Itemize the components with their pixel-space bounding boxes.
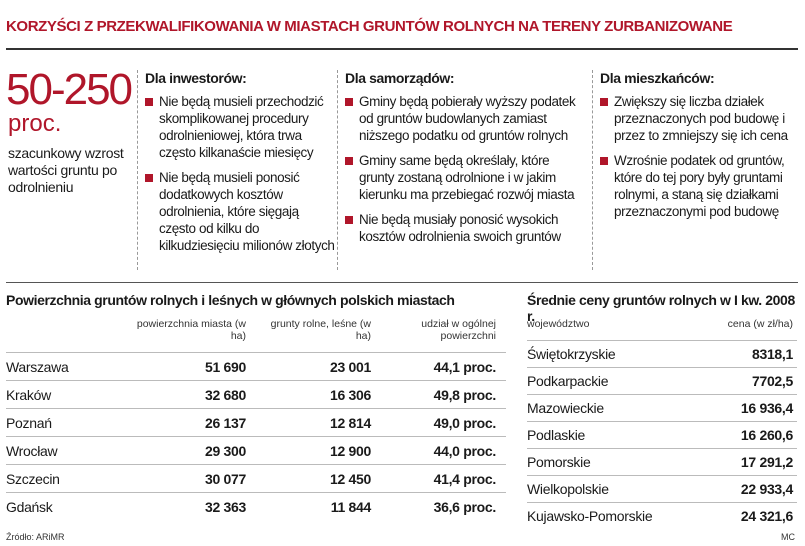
table-cell: 30 077 xyxy=(204,470,246,487)
header-cell: powierzchnia miasta (w ha) xyxy=(136,318,246,342)
bullet: Nie będą musieli przechodzić skomplikowa… xyxy=(145,93,335,161)
table-cell: 29 300 xyxy=(204,442,246,459)
header-cell: cena (w zł/ha) xyxy=(727,318,793,330)
column-separator xyxy=(337,70,338,270)
table-cell: 23 001 xyxy=(329,358,371,375)
table-cell: 8318,1 xyxy=(751,346,793,362)
table-row: Poznań 26 137 12 814 49,0 proc. xyxy=(6,408,506,436)
table-cell: Podkarpackie xyxy=(527,373,609,389)
title: KORZYŚCI Z PRZEKWALIFIKOWANIA W MIASTACH… xyxy=(6,18,733,35)
table-cell: 49,0 proc. xyxy=(433,414,497,431)
table-cell: 51 690 xyxy=(204,358,246,375)
table-cell: 11 844 xyxy=(330,498,372,515)
highlight-value: 50-250 xyxy=(6,65,133,114)
table-cell: 16 306 xyxy=(329,386,371,403)
table-row: Kujawsko-Pomorskie 24 321,6 xyxy=(527,502,797,529)
header-cell: województwo xyxy=(527,318,590,330)
table-cell: 12 814 xyxy=(329,414,371,431)
table-cell: 32 363 xyxy=(204,498,246,515)
table-header: województwo cena (w zł/ha) xyxy=(527,318,797,340)
table-row: Gdańsk 32 363 11 844 36,6 proc. xyxy=(6,492,506,520)
table-cell: 44,0 proc. xyxy=(433,442,497,459)
separator xyxy=(6,282,798,283)
table-row: Podlaskie 16 260,6 xyxy=(527,421,797,448)
table-row: Świętokrzyskie 8318,1 xyxy=(527,340,797,367)
table-cell: 49,8 proc. xyxy=(433,386,497,403)
table-title: Powierzchnia gruntów rolnych i leśnych w… xyxy=(6,292,455,308)
column: Dla mieszkańców: Zwiększy się liczba dzia… xyxy=(600,70,798,228)
bullet: Nie będą musiały ponosić wysokich kosztó… xyxy=(345,211,585,245)
table-cell: 12 900 xyxy=(329,442,371,459)
table-cell: 22 933,4 xyxy=(740,481,793,497)
table-row: Pomorskie 17 291,2 xyxy=(527,448,797,475)
table-cell: Kraków xyxy=(6,386,51,403)
bullet: Gminy będą pobierały wyższy podatek od g… xyxy=(345,93,585,144)
column: Dla inwestorów: Nie będą musieli przechod… xyxy=(145,70,335,262)
column: Dla samorządów: Gminy będą pobierały wyżs… xyxy=(345,70,585,253)
table-cell: Warszawa xyxy=(6,358,69,375)
prices-table: województwo cena (w zł/ha) Świętokrzyskie 8… xyxy=(527,318,797,529)
highlight-unit: proc. xyxy=(8,110,62,137)
table-row: Mazowieckie 16 936,4 xyxy=(527,394,797,421)
table-cell: 17 291,2 xyxy=(740,454,793,470)
column-heading: Dla mieszkańców: xyxy=(600,70,715,86)
table-cell: 16 936,4 xyxy=(740,400,793,416)
table-cell: 26 137 xyxy=(204,414,246,431)
bullet: Wzrośnie podatek od gruntów, które do te… xyxy=(600,152,798,220)
table-row: Wielkopolskie 22 933,4 xyxy=(527,475,797,502)
column-heading: Dla samorządów: xyxy=(345,70,455,86)
author: MC xyxy=(781,532,795,542)
table-cell: Wielkopolskie xyxy=(527,481,609,497)
table-row: Szczecin 30 077 12 450 41,4 proc. xyxy=(6,464,506,492)
table-cell: 32 680 xyxy=(204,386,246,403)
table-cell: Gdańsk xyxy=(6,498,53,515)
table-cell: Pomorskie xyxy=(527,454,591,470)
table-cell: 44,1 proc. xyxy=(433,358,497,375)
table-cell: Świętokrzyskie xyxy=(527,346,616,362)
header-cell: udział w ogólnej powierzchni xyxy=(421,318,496,342)
table-cell: Szczecin xyxy=(6,470,60,487)
title-rule xyxy=(6,48,798,50)
source: Źródło: ARiMR xyxy=(6,532,65,542)
table-cell: Poznań xyxy=(6,414,52,431)
table-cell: Wrocław xyxy=(6,442,58,459)
table-cell: Mazowieckie xyxy=(527,400,604,416)
bullet: Gminy same będą określały, które grunty … xyxy=(345,152,585,203)
table-cell: Kujawsko-Pomorskie xyxy=(527,508,653,524)
table-cell: Podlaskie xyxy=(527,427,586,443)
table-row: Warszawa 51 690 23 001 44,1 proc. xyxy=(6,352,506,380)
table-cell: 12 450 xyxy=(329,470,371,487)
table-row: Podkarpackie 7702,5 xyxy=(527,367,797,394)
table-cell: 41,4 proc. xyxy=(433,470,497,487)
column-heading: Dla inwestorów: xyxy=(145,70,247,86)
highlight-description: szacunkowy wzrost wartości gruntu po odr… xyxy=(8,145,124,195)
table-cell: 24 321,6 xyxy=(740,508,793,524)
table-cell: 16 260,6 xyxy=(740,427,793,443)
table-header: powierzchnia miasta (w ha) grunty rolne, … xyxy=(6,318,506,352)
column-separator xyxy=(137,70,138,270)
column-separator xyxy=(592,70,593,270)
area-table: powierzchnia miasta (w ha) grunty rolne, … xyxy=(6,318,506,520)
table-cell: 36,6 proc. xyxy=(433,498,497,515)
bullet: Zwiększy się liczba działek przeznaczony… xyxy=(600,93,798,144)
bullet: Nie będą musieli ponosić dodatkowych kos… xyxy=(145,169,335,254)
table-cell: 7702,5 xyxy=(751,373,793,389)
table-row: Kraków 32 680 16 306 49,8 proc. xyxy=(6,380,506,408)
table-row: Wrocław 29 300 12 900 44,0 proc. xyxy=(6,436,506,464)
header-cell: grunty rolne, leśne (w ha) xyxy=(270,318,371,342)
prices-title: Średnie ceny gruntów rolnych w I kw. 200… xyxy=(527,292,795,324)
